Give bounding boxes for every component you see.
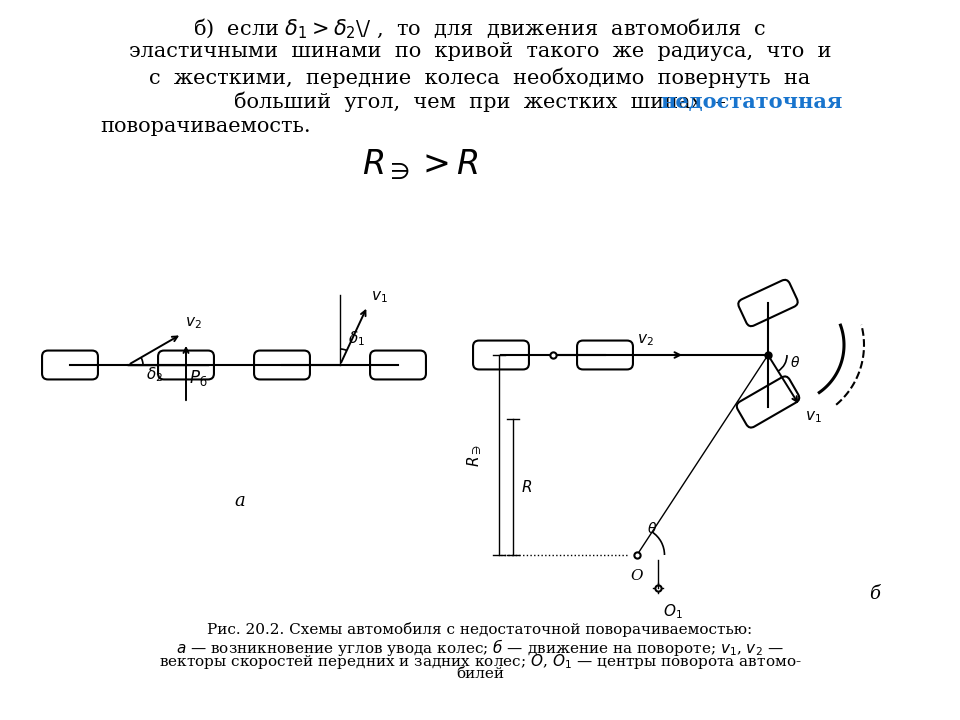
- FancyBboxPatch shape: [370, 351, 426, 379]
- Text: $R$: $R$: [521, 479, 532, 495]
- Text: $v_2$: $v_2$: [184, 315, 202, 331]
- Text: $O_1$: $O_1$: [663, 602, 683, 621]
- Text: $v_1$: $v_1$: [372, 289, 388, 305]
- FancyBboxPatch shape: [738, 280, 798, 326]
- Text: больший  угол,  чем  при  жестких  шинах  –: больший угол, чем при жестких шинах –: [234, 92, 726, 112]
- Text: б: б: [870, 585, 880, 603]
- Text: недостаточная: недостаточная: [660, 92, 842, 112]
- FancyBboxPatch shape: [42, 351, 98, 379]
- FancyBboxPatch shape: [158, 351, 214, 379]
- Text: O: O: [631, 569, 643, 583]
- Text: $v_2$: $v_2$: [636, 333, 654, 348]
- FancyBboxPatch shape: [473, 341, 529, 369]
- Text: $\delta_1$: $\delta_1$: [348, 329, 365, 348]
- Text: эластичными  шинами  по  кривой  такого  же  радиуса,  что  и: эластичными шинами по кривой такого же р…: [129, 42, 831, 61]
- FancyBboxPatch shape: [577, 341, 633, 369]
- Text: $v_1$: $v_1$: [804, 409, 822, 425]
- Text: с  жесткими,  передние  колеса  необходимо  повернуть  на: с жесткими, передние колеса необходимо п…: [150, 67, 810, 88]
- Text: $\delta_2$: $\delta_2$: [146, 365, 163, 384]
- Text: $\theta$: $\theta$: [790, 355, 801, 370]
- FancyBboxPatch shape: [254, 351, 310, 379]
- Text: векторы скоростей передних и задних колес; $O$, $O_1$ — центры поворота автомо-: векторы скоростей передних и задних коле…: [158, 652, 802, 671]
- FancyBboxPatch shape: [736, 377, 800, 428]
- Text: $R_\ni$: $R_\ni$: [465, 444, 483, 467]
- Text: $P_\mathsf{б}$: $P_\mathsf{б}$: [189, 368, 207, 388]
- Text: Рис. 20.2. Схемы автомобиля с недостаточной поворачиваемостью:: Рис. 20.2. Схемы автомобиля с недостаточ…: [207, 622, 753, 637]
- Text: $а$ — возникновение углов увода колес; $б$ — движение на повороте; $v_1$, $v_2$ : $а$ — возникновение углов увода колес; $…: [177, 637, 783, 658]
- Text: б)  если $\delta_1 > \delta_2$\/ ,  то  для  движения  автомобиля  с: б) если $\delta_1 > \delta_2$\/ , то для…: [193, 17, 767, 41]
- Text: поворачиваемость.: поворачиваемость.: [100, 117, 311, 136]
- Text: $\mathit{R}_\ni > \mathit{R}$: $\mathit{R}_\ni > \mathit{R}$: [362, 148, 478, 182]
- Text: а: а: [234, 492, 246, 510]
- Text: $\theta$: $\theta$: [647, 521, 658, 536]
- Text: билей: билей: [456, 667, 504, 681]
